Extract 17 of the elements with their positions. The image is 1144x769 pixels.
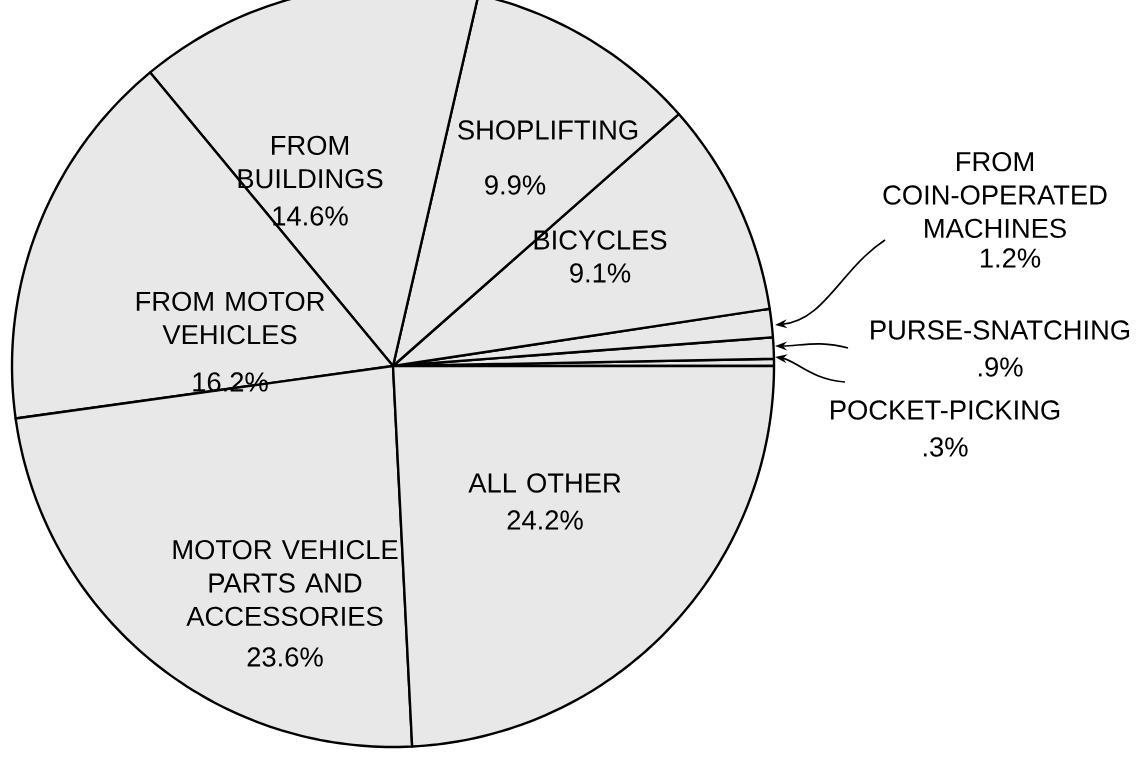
slice-label: SHOPLIFTING <box>458 120 638 140</box>
data-label: .9% <box>978 357 1023 377</box>
data-label: 9.9% <box>485 175 546 195</box>
slice-label: POCKET-PICKING <box>831 400 1060 420</box>
data-label: 23.6% <box>247 647 323 667</box>
data-label: .3% <box>923 437 968 457</box>
slice-label: MOTOR VEHICLE PARTS AND ACCESSORIES <box>173 539 398 627</box>
data-label: 14.6% <box>273 206 348 226</box>
slice-label: ALL OTHER <box>468 473 621 493</box>
slice-label: FROM COIN-OPERATED MACHINES <box>883 151 1107 239</box>
data-label: 9.1% <box>570 263 631 283</box>
slice-label: BICYCLES <box>534 230 667 250</box>
slice-label: FROM MOTOR VEHICLES <box>136 291 325 345</box>
slice-label: PURSE-SNATCHING <box>871 320 1130 340</box>
slice-label: FROM BUILDINGS <box>238 135 383 189</box>
data-label: 24.2% <box>507 510 583 530</box>
data-label: 1.2% <box>980 248 1041 268</box>
